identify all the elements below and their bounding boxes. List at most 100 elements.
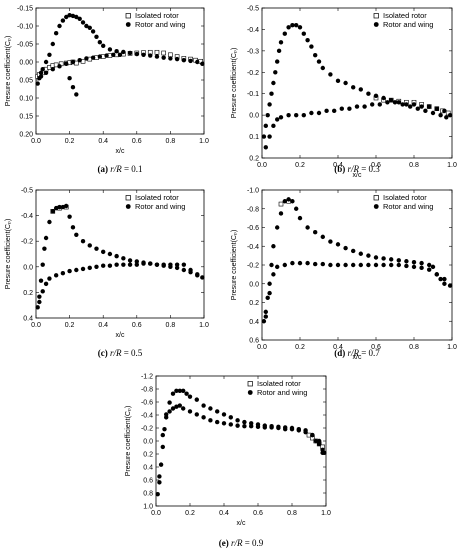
x-tick-label: 0.2 xyxy=(65,322,75,329)
data-point-rotor-and-wing xyxy=(35,305,40,310)
caption-variable: r/R xyxy=(231,538,243,548)
data-point-rotor-and-wing xyxy=(114,253,119,259)
y-tick-label: -0.6 xyxy=(247,225,259,232)
x-tick-label: 0.4 xyxy=(333,344,343,351)
legend-marker-isolated xyxy=(373,195,379,201)
data-point-rotor-and-wing xyxy=(141,261,146,266)
data-point-rotor-and-wing xyxy=(335,262,341,268)
data-point-rotor-and-wing xyxy=(339,106,344,111)
data-point-rotor-and-wing xyxy=(80,20,86,25)
legend-label-wing: Rotor and wing xyxy=(383,20,433,29)
y-tick-label: -0.4 xyxy=(247,27,259,34)
data-point-rotor-and-wing xyxy=(362,104,367,109)
data-point-rotor-and-wing xyxy=(97,40,103,45)
data-point-rotor-and-wing xyxy=(228,415,233,420)
data-point-rotor-and-wing xyxy=(43,70,49,76)
data-point-rotor-and-wing xyxy=(94,264,99,269)
data-point-rotor-and-wing xyxy=(278,115,284,120)
data-point-rotor-and-wing xyxy=(170,391,176,396)
data-point-rotor-and-wing xyxy=(107,47,113,52)
data-point-rotor-and-wing xyxy=(155,491,160,497)
data-point-rotor-and-wing xyxy=(313,438,318,444)
data-point-rotor-and-wing xyxy=(107,263,113,268)
x-tick-label: 0.8 xyxy=(166,322,176,329)
data-point-rotor-and-wing xyxy=(87,25,92,30)
x-tick-label: 0.6 xyxy=(132,138,142,145)
data-point-rotor-and-wing xyxy=(104,53,109,58)
data-point-rotor-and-wing xyxy=(148,261,153,266)
data-point-rotor-and-wing xyxy=(305,225,310,230)
data-point-rotor-and-wing xyxy=(164,415,169,420)
data-point-rotor-and-wing xyxy=(265,112,270,118)
data-point-rotor-and-wing xyxy=(249,424,254,429)
data-point-rotor-and-wing xyxy=(181,267,187,273)
data-point-rotor-and-wing xyxy=(389,262,394,268)
data-point-rotor-and-wing xyxy=(77,16,82,21)
data-point-rotor-and-wing xyxy=(282,199,287,204)
y-tick-label: -0.5 xyxy=(247,6,259,13)
data-point-rotor-and-wing xyxy=(316,110,322,116)
data-point-rotor-and-wing xyxy=(269,262,274,268)
data-point-rotor-and-wing xyxy=(101,249,106,255)
data-point-rotor-and-wing xyxy=(195,272,200,277)
legend-marker-wing xyxy=(373,204,379,209)
data-point-rotor-and-wing xyxy=(290,199,295,204)
y-tick-label: -1.0 xyxy=(247,188,259,195)
data-point-rotor-and-wing xyxy=(170,406,176,411)
data-point-rotor-and-wing xyxy=(263,123,268,129)
data-point-rotor-and-wing xyxy=(67,268,72,274)
data-point-rotor-and-wing xyxy=(38,70,44,76)
data-point-rotor-and-wing xyxy=(310,432,315,438)
data-point-rotor-and-wing xyxy=(392,100,398,105)
x-tick-label: 0.8 xyxy=(166,138,176,145)
data-point-rotor-and-wing xyxy=(294,112,299,118)
data-point-isolated-rotor xyxy=(168,52,173,58)
chart-panel-1: 0.0 0.2 0.4 0.6 0.8 1.0 -0.15 -0.10 -0.05 0.00 0.0… xyxy=(5,6,209,175)
data-point-rotor-and-wing xyxy=(162,426,167,432)
data-point-rotor-and-wing xyxy=(419,260,424,266)
caption-variable: r/R xyxy=(347,348,359,358)
x-axis-label: x/c xyxy=(116,332,125,339)
data-point-rotor-and-wing xyxy=(273,70,278,75)
data-point-rotor-and-wing xyxy=(174,262,180,267)
data-point-rotor-and-wing xyxy=(127,262,133,267)
data-point-rotor-and-wing xyxy=(40,289,45,294)
data-point-rotor-and-wing xyxy=(438,112,443,118)
plot-frame xyxy=(35,7,205,135)
panel-caption: (c) r/R = 0.5 xyxy=(98,348,143,358)
data-point-rotor-and-wing xyxy=(47,219,52,225)
y-tick-label: 1.0 xyxy=(143,504,153,511)
data-point-rotor-and-wing xyxy=(201,403,206,408)
data-point-rotor-and-wing xyxy=(286,197,291,202)
data-point-rotor-and-wing xyxy=(389,97,394,103)
x-tick-label: 0.6 xyxy=(371,162,381,169)
y-tick-label: 0.20 xyxy=(19,132,33,139)
data-point-rotor-and-wing xyxy=(74,267,79,273)
data-point-rotor-and-wing xyxy=(161,55,166,60)
data-point-rotor-and-wing xyxy=(396,262,401,268)
data-point-rotor-and-wing xyxy=(263,145,268,150)
data-point-rotor-and-wing xyxy=(297,260,303,266)
panel-caption: (d) r/R = 0.7 xyxy=(334,348,380,358)
y-tick-label: -1.2 xyxy=(141,374,153,381)
data-point-rotor-and-wing xyxy=(242,419,247,425)
data-point-rotor-and-wing xyxy=(278,40,284,45)
data-point-rotor-and-wing xyxy=(267,281,272,286)
data-point-rotor-and-wing xyxy=(121,262,126,267)
x-tick-label: 0.8 xyxy=(287,510,297,517)
data-point-rotor-and-wing xyxy=(358,251,363,256)
caption-variable: r/R xyxy=(110,348,122,358)
data-point-rotor-and-wing xyxy=(404,259,409,264)
data-point-rotor-and-wing xyxy=(261,319,267,324)
data-point-rotor-and-wing xyxy=(168,56,173,61)
legend-marker-isolated xyxy=(125,13,131,19)
data-point-rotor-and-wing xyxy=(320,234,325,240)
legend-label-isolated: Isolated rotor xyxy=(135,193,179,202)
data-point-rotor-and-wing xyxy=(278,211,284,216)
y-tick-label: -0.2 xyxy=(247,263,259,270)
data-point-rotor-and-wing xyxy=(187,409,193,414)
legend-label-isolated: Isolated rotor xyxy=(383,11,427,20)
data-point-rotor-and-wing xyxy=(447,112,453,118)
data-point-isolated-rotor xyxy=(154,49,160,55)
